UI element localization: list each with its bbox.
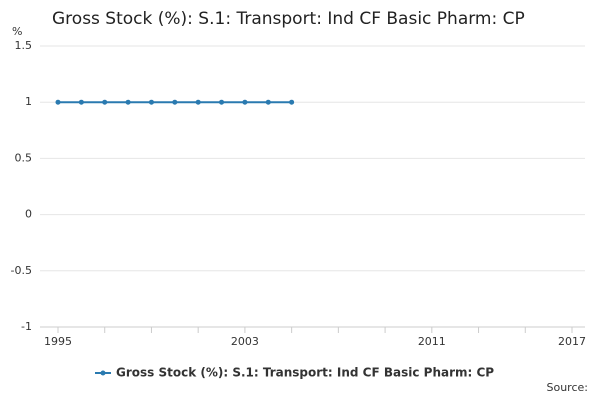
x-tick-label: 1995	[44, 335, 72, 348]
point	[242, 99, 248, 105]
y-tick-label: 0.5	[15, 151, 33, 164]
point	[102, 99, 108, 105]
source: Source:	[547, 381, 589, 394]
y-tick-label: 1	[25, 95, 32, 108]
y-tick-label: -1	[21, 320, 32, 333]
point	[125, 99, 131, 105]
legend-marker	[100, 370, 106, 376]
point	[265, 99, 271, 105]
point	[195, 99, 201, 105]
x-tick-label: 2011	[418, 335, 446, 348]
point	[78, 99, 84, 105]
point	[172, 99, 178, 105]
chart-title: Gross Stock (%): S.1: Transport: Ind CF …	[52, 9, 525, 29]
point	[219, 99, 225, 105]
x-tick-label: 2003	[231, 335, 259, 348]
legend-label: Gross Stock (%): S.1: Transport: Ind CF …	[116, 366, 494, 380]
point	[148, 99, 154, 105]
y-tick-label: -0.5	[11, 264, 32, 277]
y-tick-label: 1.5	[15, 39, 33, 52]
y-tick-label: 0	[25, 208, 32, 221]
point	[55, 99, 61, 105]
y-axis-label: %	[12, 25, 22, 38]
x-tick-label: 2017	[558, 335, 586, 348]
point	[289, 99, 295, 105]
